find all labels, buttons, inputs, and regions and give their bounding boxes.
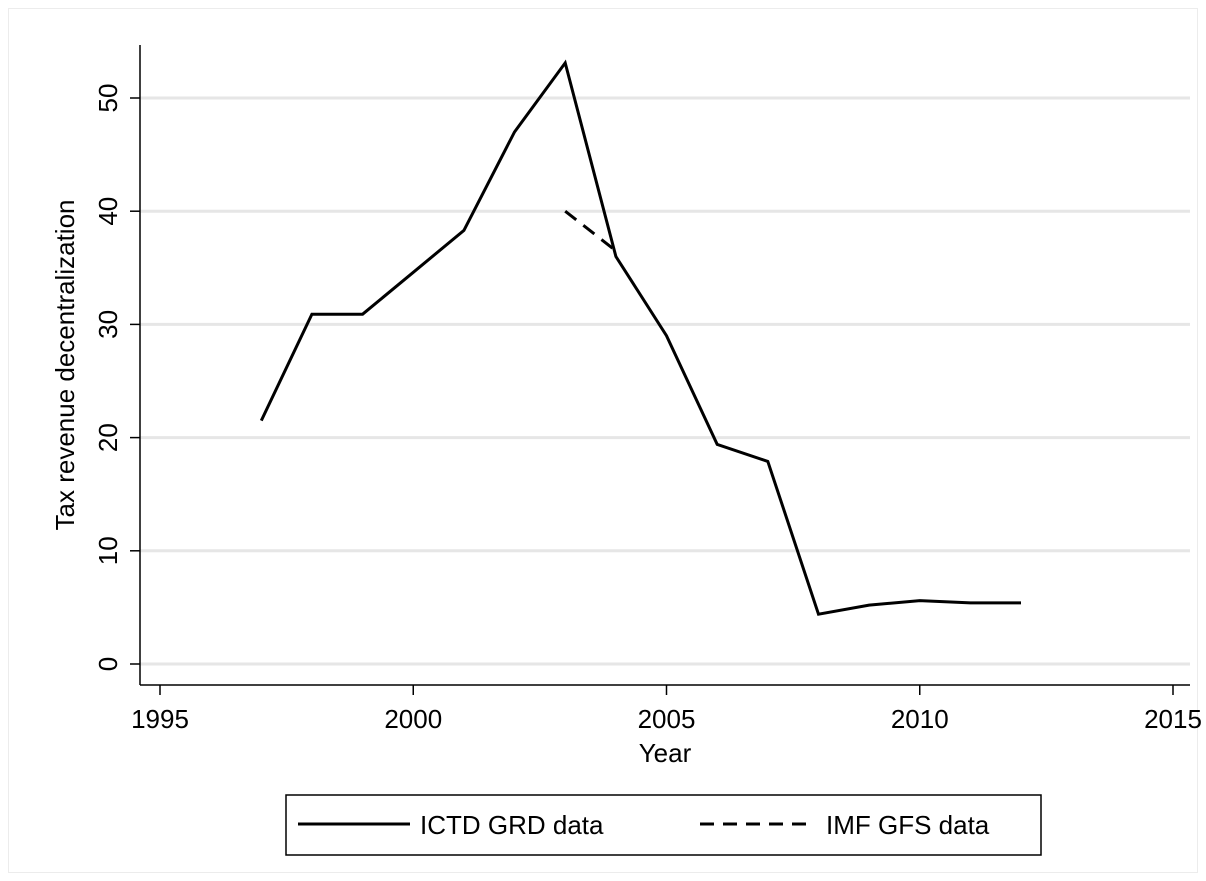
y-tick-label-50: 50 — [93, 84, 123, 113]
chart-border — [8, 8, 1198, 873]
axes — [139, 45, 1190, 686]
legend-label-ictd: ICTD GRD data — [420, 810, 604, 840]
legend-label-imf: IMF GFS data — [826, 810, 990, 840]
x-tick-label-2010: 2010 — [891, 704, 949, 734]
legend: ICTD GRD data IMF GFS data — [285, 794, 1042, 856]
y-tick-label-20: 20 — [93, 423, 123, 452]
y-axis-title: Tax revenue decentralization — [50, 200, 80, 531]
gridlines — [140, 96, 1190, 666]
x-tick-label-2000: 2000 — [384, 704, 442, 734]
series-line-imf-gfs — [564, 210, 617, 252]
y-tick-label-0: 0 — [93, 657, 123, 671]
series-line-ictd-grd — [259, 59, 1021, 616]
y-axis-ticks: 0 10 20 30 40 50 — [93, 84, 140, 671]
legend-box — [285, 794, 1042, 856]
x-tick-label-2015: 2015 — [1144, 704, 1202, 734]
y-tick-label-10: 10 — [93, 536, 123, 565]
x-tick-label-2005: 2005 — [638, 704, 696, 734]
data-series — [259, 59, 1021, 616]
y-tick-label-30: 30 — [93, 310, 123, 339]
y-tick-label-40: 40 — [93, 197, 123, 226]
x-axis-title: Year — [639, 738, 692, 768]
x-tick-label-1995: 1995 — [131, 704, 189, 734]
x-axis-ticks: 1995 2000 2005 2010 2015 — [131, 685, 1202, 734]
